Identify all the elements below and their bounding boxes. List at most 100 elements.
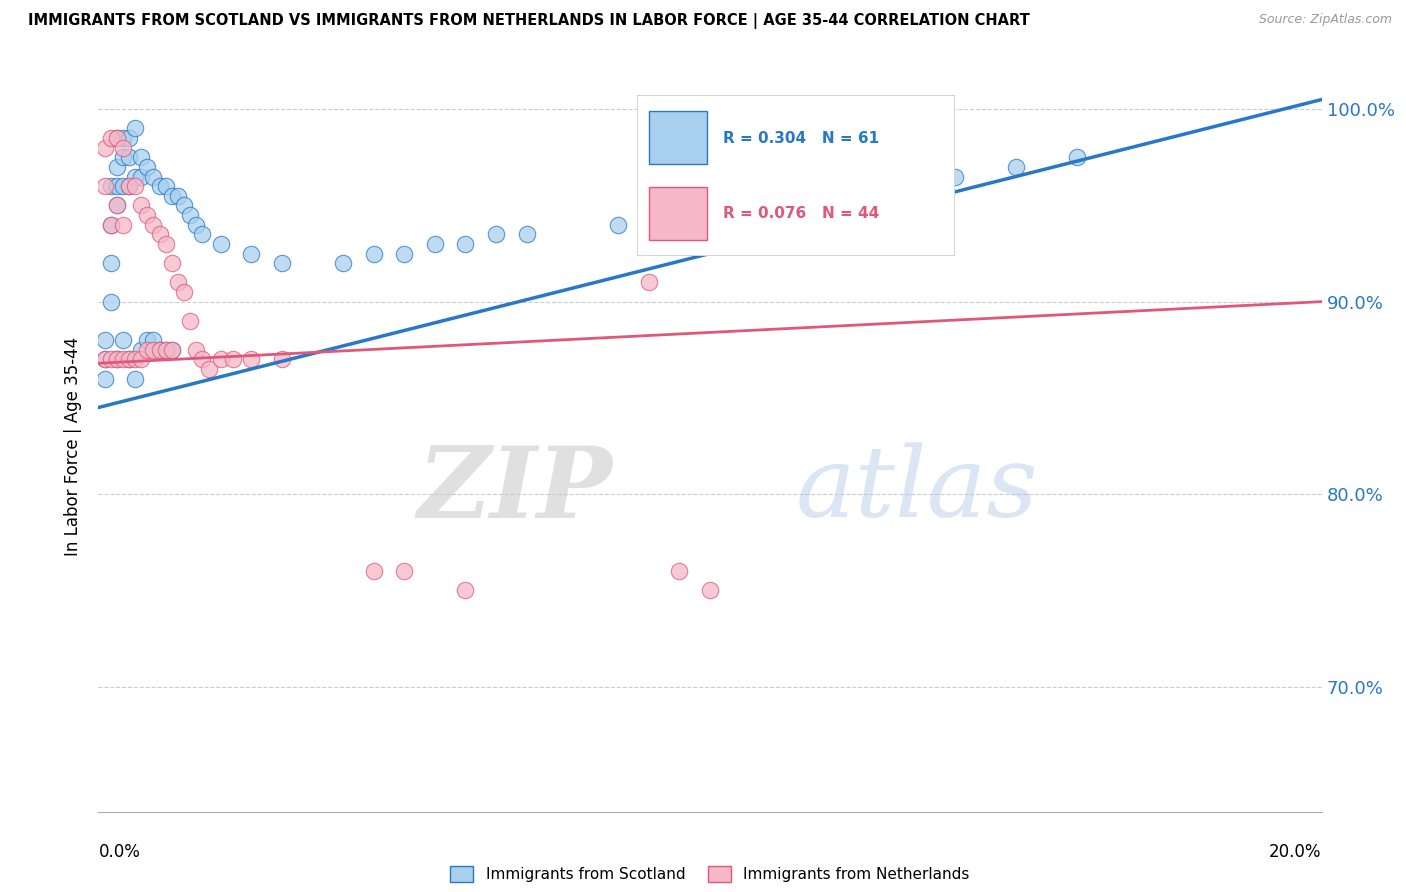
Point: [191, 352, 214, 367]
Point: [118, 352, 141, 367]
Point: [129, 352, 152, 367]
Point: [105, 131, 128, 145]
Point: [516, 227, 538, 242]
Point: [93, 352, 115, 367]
Point: [821, 188, 844, 202]
Point: [186, 218, 208, 232]
Point: [105, 198, 128, 212]
Text: IMMIGRANTS FROM SCOTLAND VS IMMIGRANTS FROM NETHERLANDS IN LABOR FORCE | AGE 35-: IMMIGRANTS FROM SCOTLAND VS IMMIGRANTS F…: [28, 13, 1029, 29]
Point: [111, 352, 134, 367]
Point: [637, 218, 661, 232]
Point: [149, 343, 172, 357]
Point: [167, 276, 190, 290]
Text: ZIP: ZIP: [418, 442, 612, 538]
Point: [111, 141, 134, 155]
Point: [759, 198, 782, 212]
Point: [160, 188, 183, 202]
Text: Source: ZipAtlas.com: Source: ZipAtlas.com: [1258, 13, 1392, 27]
Point: [1066, 150, 1088, 164]
Point: [118, 179, 141, 194]
Point: [142, 343, 165, 357]
Point: [668, 208, 690, 222]
Point: [118, 131, 141, 145]
Point: [363, 564, 385, 578]
Point: [100, 218, 122, 232]
Point: [155, 179, 177, 194]
Point: [699, 583, 721, 598]
Point: [129, 169, 152, 184]
Point: [332, 256, 354, 270]
Point: [209, 236, 232, 251]
Point: [149, 179, 172, 194]
Point: [124, 179, 146, 194]
Point: [111, 131, 134, 145]
Point: [637, 276, 661, 290]
Point: [105, 352, 128, 367]
Point: [173, 198, 195, 212]
Point: [100, 352, 122, 367]
Point: [454, 583, 477, 598]
Point: [209, 352, 232, 367]
Point: [129, 198, 152, 212]
Point: [118, 150, 141, 164]
Point: [111, 218, 134, 232]
Point: [100, 179, 122, 194]
Point: [149, 227, 172, 242]
Point: [136, 343, 159, 357]
Point: [423, 236, 446, 251]
Point: [392, 564, 416, 578]
Point: [160, 256, 183, 270]
Point: [186, 343, 208, 357]
Point: [111, 179, 134, 194]
Point: [142, 169, 165, 184]
Point: [155, 343, 177, 357]
Point: [240, 246, 263, 260]
Point: [142, 218, 165, 232]
Point: [699, 208, 721, 222]
Point: [160, 343, 183, 357]
Point: [179, 314, 201, 328]
Point: [124, 169, 146, 184]
Point: [240, 352, 263, 367]
Point: [93, 179, 115, 194]
Point: [392, 246, 416, 260]
Y-axis label: In Labor Force | Age 35-44: In Labor Force | Age 35-44: [65, 336, 83, 556]
Point: [105, 131, 128, 145]
Point: [270, 352, 292, 367]
Point: [1004, 160, 1026, 174]
Point: [270, 256, 292, 270]
Point: [363, 246, 385, 260]
Point: [129, 343, 152, 357]
Point: [160, 343, 183, 357]
Point: [943, 169, 966, 184]
Point: [136, 208, 159, 222]
Point: [100, 131, 122, 145]
Point: [93, 141, 115, 155]
Point: [124, 352, 146, 367]
Point: [100, 294, 122, 309]
Point: [179, 208, 201, 222]
Point: [668, 564, 690, 578]
Point: [93, 333, 115, 347]
Point: [124, 121, 146, 136]
Point: [191, 227, 214, 242]
Point: [105, 352, 128, 367]
Point: [118, 179, 141, 194]
Text: 0.0%: 0.0%: [98, 843, 141, 861]
Point: [105, 198, 128, 212]
Point: [149, 343, 172, 357]
Point: [129, 150, 152, 164]
Point: [111, 333, 134, 347]
Point: [118, 352, 141, 367]
Point: [100, 218, 122, 232]
Point: [883, 179, 905, 194]
Legend: Immigrants from Scotland, Immigrants from Netherlands: Immigrants from Scotland, Immigrants fro…: [444, 860, 976, 888]
Point: [105, 160, 128, 174]
Point: [485, 227, 508, 242]
Point: [100, 256, 122, 270]
Point: [173, 285, 195, 299]
Point: [155, 343, 177, 357]
Point: [93, 371, 115, 385]
Point: [136, 160, 159, 174]
Point: [136, 333, 159, 347]
